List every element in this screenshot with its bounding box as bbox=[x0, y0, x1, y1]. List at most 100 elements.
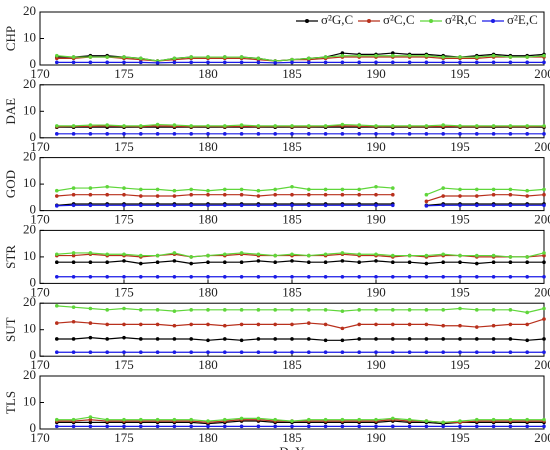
point bbox=[105, 123, 109, 127]
point bbox=[155, 308, 160, 312]
y-tick-label: 20 bbox=[23, 76, 36, 91]
point bbox=[105, 203, 109, 208]
point bbox=[273, 337, 278, 341]
point bbox=[475, 274, 479, 279]
x-tick-label: 170 bbox=[30, 66, 50, 81]
point bbox=[407, 308, 412, 312]
y-tick-label: 0 bbox=[30, 347, 37, 362]
point bbox=[273, 203, 278, 208]
point bbox=[508, 203, 513, 208]
point bbox=[273, 187, 278, 192]
point bbox=[491, 253, 496, 258]
point bbox=[357, 203, 362, 208]
point bbox=[525, 350, 529, 355]
point bbox=[508, 424, 513, 429]
point bbox=[407, 337, 412, 341]
point bbox=[172, 259, 177, 263]
point bbox=[542, 350, 546, 355]
point bbox=[424, 192, 429, 197]
point bbox=[357, 322, 362, 327]
point bbox=[239, 55, 244, 59]
point bbox=[458, 124, 462, 128]
point bbox=[189, 261, 193, 266]
x-tick-label: 180 bbox=[198, 430, 218, 445]
point bbox=[525, 260, 529, 265]
point bbox=[172, 323, 177, 328]
point bbox=[206, 419, 210, 423]
point bbox=[441, 274, 446, 279]
y-axis-label: TLS bbox=[3, 391, 18, 414]
point bbox=[491, 260, 496, 265]
series-line bbox=[56, 123, 544, 127]
point bbox=[441, 260, 446, 265]
point bbox=[189, 124, 193, 128]
point bbox=[424, 199, 429, 204]
point bbox=[223, 260, 227, 265]
point bbox=[508, 260, 513, 265]
point bbox=[88, 203, 93, 208]
point bbox=[391, 192, 395, 197]
point bbox=[88, 350, 93, 355]
point bbox=[307, 192, 311, 197]
x-tick-label: 180 bbox=[198, 212, 218, 227]
point bbox=[122, 322, 126, 327]
series-line bbox=[56, 252, 545, 258]
x-tick-label: 190 bbox=[366, 139, 386, 154]
point bbox=[239, 192, 244, 197]
point bbox=[508, 350, 513, 355]
point bbox=[105, 132, 109, 136]
point bbox=[155, 322, 160, 327]
point bbox=[290, 419, 294, 423]
point bbox=[424, 132, 429, 136]
point bbox=[508, 124, 513, 128]
point bbox=[71, 260, 76, 265]
point bbox=[424, 274, 429, 279]
x-tick-label: 190 bbox=[366, 212, 386, 227]
point bbox=[307, 124, 311, 128]
point bbox=[407, 417, 412, 422]
point bbox=[374, 53, 378, 58]
point bbox=[542, 187, 546, 192]
point bbox=[273, 132, 278, 136]
point bbox=[491, 424, 496, 429]
point bbox=[273, 424, 278, 429]
point bbox=[88, 417, 93, 422]
x-tick-label: 180 bbox=[198, 284, 218, 299]
point bbox=[189, 132, 193, 136]
point bbox=[189, 350, 193, 355]
point bbox=[105, 308, 109, 312]
point bbox=[323, 417, 328, 422]
point bbox=[172, 132, 177, 136]
x-tick-label: 175 bbox=[114, 139, 134, 154]
point bbox=[172, 309, 177, 313]
x-tick-label: 195 bbox=[450, 66, 470, 81]
point bbox=[155, 194, 160, 198]
point bbox=[424, 253, 429, 258]
x-tick-label: 200 bbox=[534, 430, 550, 445]
point bbox=[374, 184, 378, 189]
point bbox=[441, 337, 446, 341]
point bbox=[424, 419, 429, 423]
point bbox=[441, 186, 446, 190]
point bbox=[357, 192, 362, 197]
point bbox=[508, 274, 513, 279]
point bbox=[340, 424, 345, 429]
point bbox=[542, 417, 546, 422]
point bbox=[508, 417, 513, 422]
point bbox=[290, 252, 294, 257]
point bbox=[407, 60, 412, 65]
x-tick-label: 170 bbox=[30, 430, 50, 445]
point bbox=[71, 192, 76, 197]
point bbox=[223, 252, 227, 257]
point bbox=[357, 53, 362, 58]
point bbox=[139, 274, 143, 279]
point bbox=[122, 274, 126, 279]
x-tick-label: 195 bbox=[450, 212, 470, 227]
point bbox=[407, 424, 412, 429]
point bbox=[475, 325, 479, 329]
point bbox=[357, 252, 362, 257]
point bbox=[71, 203, 76, 208]
point bbox=[55, 274, 59, 279]
point bbox=[525, 124, 529, 128]
point bbox=[88, 321, 93, 325]
